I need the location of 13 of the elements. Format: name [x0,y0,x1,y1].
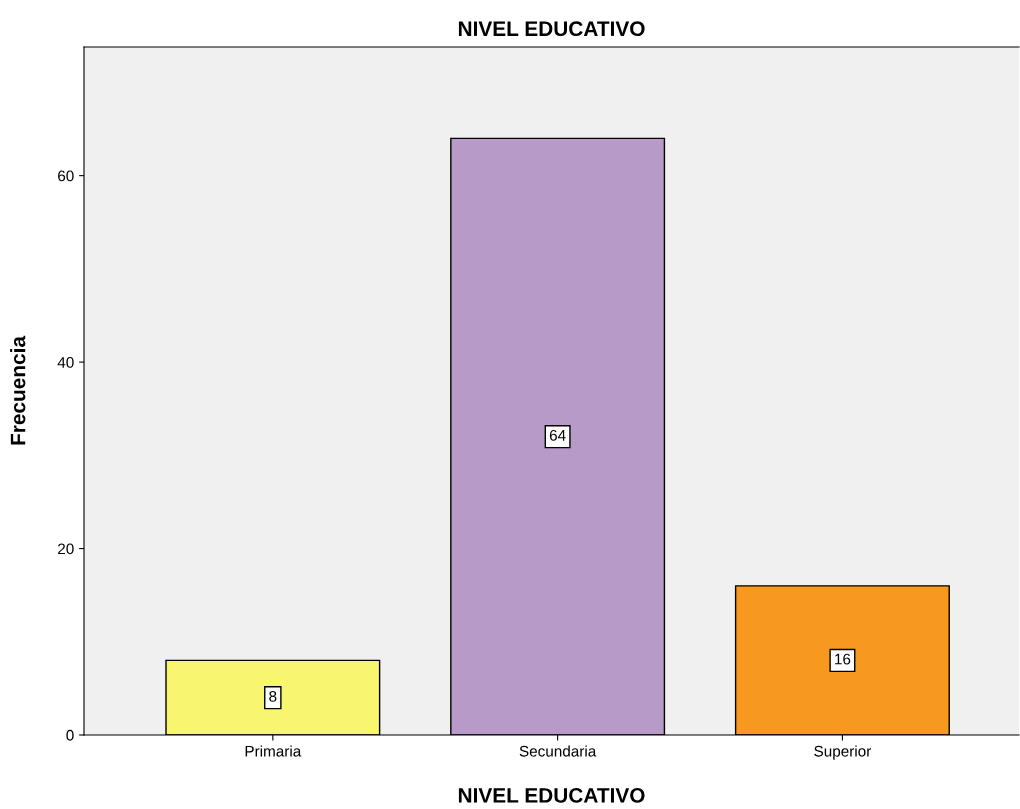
x-tick-label: Secundaria [519,745,597,757]
x-tick-label: Superior [814,745,872,760]
y-tick-label: 20 [58,543,74,555]
data-label: 8 [269,690,277,702]
data-label: 64 [549,429,566,441]
x-tick-label: Primaria [245,745,302,757]
chart-title: NIVEL EDUCATIVO [458,21,645,37]
y-tick-label: 40 [57,356,74,368]
data-label: 16 [835,653,851,665]
y-tick-label: 0 [66,729,74,741]
y-axis-title: Frecuencia [10,335,26,445]
y-tick-label: 60 [58,170,74,182]
x-axis-title: NIVEL EDUCATIVO [458,787,645,803]
